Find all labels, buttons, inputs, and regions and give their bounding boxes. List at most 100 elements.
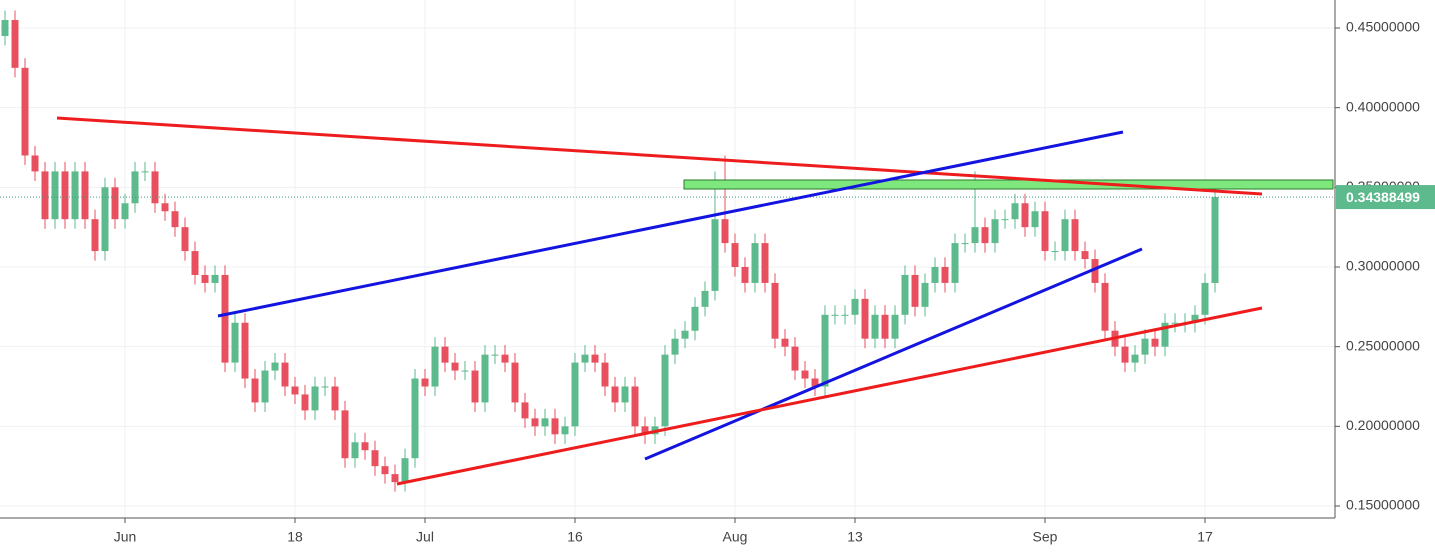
candle-body [551, 418, 559, 435]
y-tick-label: 0.15000000 [1346, 497, 1420, 513]
candle-body [661, 354, 669, 427]
candle-body [251, 378, 259, 403]
trend-line [396, 306, 1263, 486]
y-tick-label: 0.30000000 [1346, 258, 1420, 274]
candle-body [531, 418, 539, 427]
candle-body [421, 378, 429, 387]
candle-body [1201, 282, 1209, 315]
candle-body [981, 227, 989, 244]
candle-body [711, 219, 719, 291]
candle-body [1041, 211, 1049, 252]
candle-body [121, 203, 129, 220]
candle-body [1011, 203, 1019, 220]
candle-body [1161, 322, 1169, 347]
candle-body [381, 466, 389, 475]
candle-body [1071, 219, 1079, 252]
candle-body [1031, 211, 1039, 228]
candle-body [501, 354, 509, 363]
candle-body [641, 426, 649, 435]
candle-body [741, 266, 749, 283]
candle-body [921, 282, 929, 307]
candle-body [51, 171, 59, 220]
candles [0, 10, 1335, 492]
candle-body [191, 251, 199, 275]
candle-body [931, 266, 939, 283]
candle-body [1, 20, 9, 36]
resistance-zone [683, 179, 1334, 190]
candle-body [1061, 219, 1069, 252]
trend-line [56, 116, 1263, 196]
candle-body [761, 243, 769, 283]
candle-body [881, 314, 889, 339]
candle-body [611, 386, 619, 403]
candle-body [841, 314, 849, 316]
candle-body [331, 386, 339, 411]
candle-body [41, 171, 49, 220]
axes: 0.15000000 0.20000000 0.25000000 0.30000000… [114, 19, 1435, 545]
candle-body [1141, 338, 1149, 355]
candle-body [321, 386, 329, 388]
candle-body [201, 274, 209, 283]
candle-body [1001, 219, 1009, 221]
y-tick-label: 0.45000000 [1346, 19, 1420, 35]
candle-body [291, 386, 299, 395]
y-tick-label: 0.40000000 [1346, 98, 1420, 114]
candle-body [951, 243, 959, 283]
candle-body [1101, 282, 1109, 331]
y-tick-label: 0.25000000 [1346, 337, 1420, 353]
candle-body [491, 354, 499, 356]
candle-body [1211, 197, 1219, 283]
candle-body [461, 370, 469, 372]
candle-body [541, 418, 549, 427]
candle-body [451, 362, 459, 371]
candle-body [671, 338, 679, 355]
candle-body [221, 274, 229, 363]
candle-body [1121, 346, 1129, 363]
candle-body [571, 362, 579, 427]
x-tick-label: Jul [416, 529, 434, 545]
candle-body [911, 274, 919, 307]
candle-body [411, 378, 419, 459]
candle-body [351, 442, 359, 459]
candle-body [601, 362, 609, 387]
x-tick-label: 18 [287, 529, 303, 545]
candle-body [691, 306, 699, 331]
candle-body [861, 298, 869, 339]
trend-line [644, 247, 1143, 461]
candle-body [1081, 251, 1089, 260]
candle-body [561, 426, 569, 435]
candle-body [401, 458, 409, 483]
candle-body [31, 155, 39, 172]
candle-body [141, 171, 149, 173]
candle-body [801, 370, 809, 379]
candle-body [731, 243, 739, 267]
candle-body [511, 362, 519, 403]
candle-body [581, 354, 589, 363]
candle-body [181, 227, 189, 252]
candle-body [781, 338, 789, 347]
candle-body [161, 203, 169, 212]
x-tick-label: 13 [847, 529, 863, 545]
candle-body [171, 211, 179, 228]
candle-body [371, 450, 379, 467]
candle-body [301, 394, 309, 411]
candle-body [61, 171, 69, 220]
candle-body [101, 187, 109, 252]
x-tick-label: Aug [723, 529, 748, 545]
candle-body [231, 322, 239, 363]
candle-body [621, 386, 629, 403]
candle-body [1051, 251, 1059, 253]
candle-body [131, 171, 139, 204]
candle-body [1191, 314, 1199, 323]
candle-body [751, 243, 759, 283]
candle-body [681, 330, 689, 339]
candle-body [91, 219, 99, 252]
candle-body [311, 386, 319, 411]
drawings [56, 116, 1334, 486]
candle-body [871, 314, 879, 339]
candle-body [211, 274, 219, 283]
candle-body [71, 171, 79, 220]
candle-body [21, 67, 29, 156]
candle-body [1021, 203, 1029, 228]
